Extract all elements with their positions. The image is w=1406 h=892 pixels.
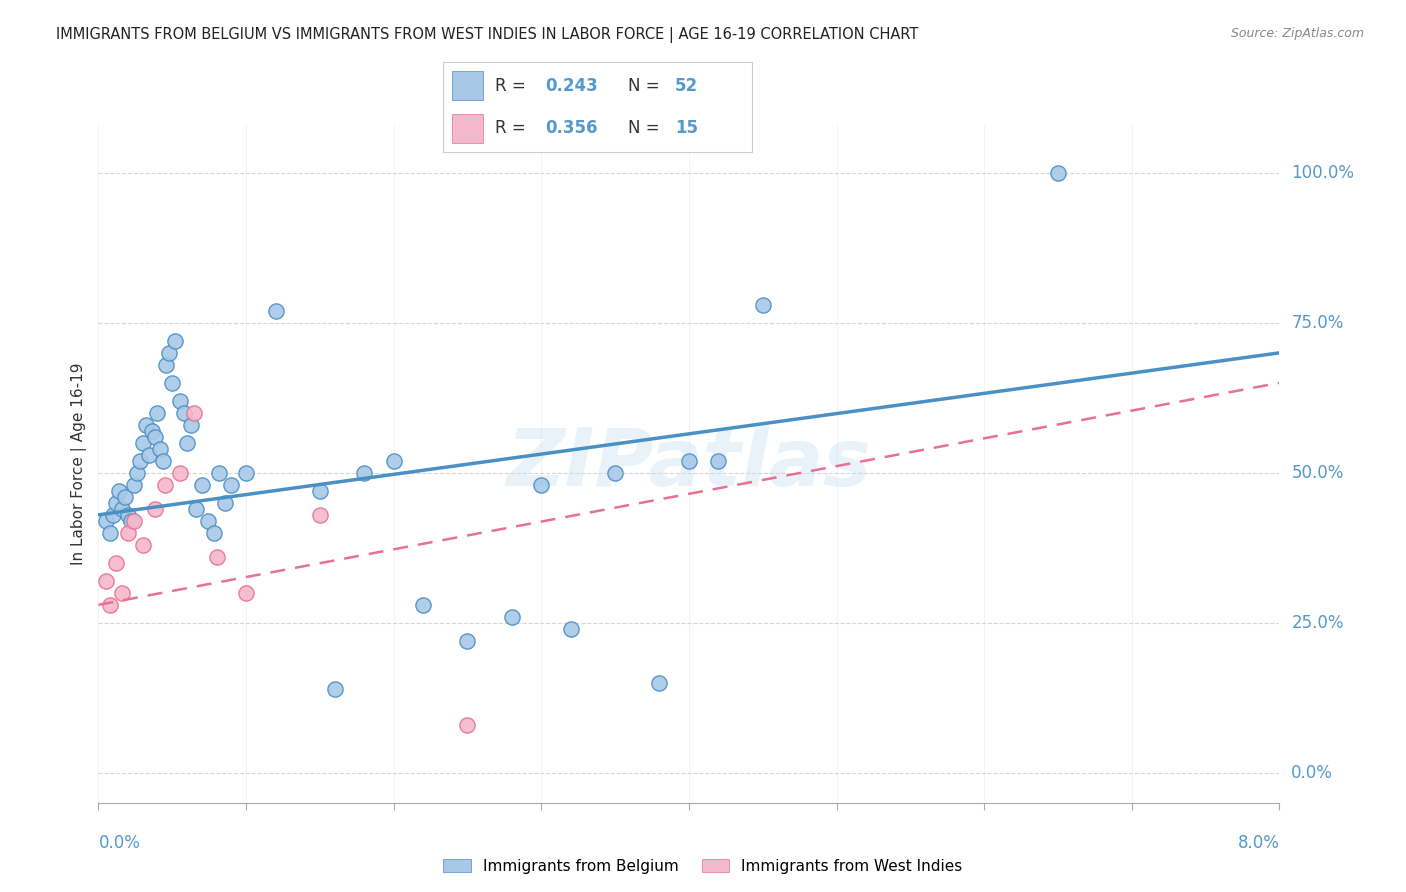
Point — [105, 556, 128, 570]
Point — [205, 549, 228, 564]
Point — [138, 448, 160, 462]
Point — [153, 478, 176, 492]
Point — [105, 496, 128, 510]
Point — [157, 346, 180, 360]
Point — [308, 508, 332, 522]
Point — [132, 435, 155, 450]
Point — [530, 478, 553, 492]
Point — [456, 633, 478, 648]
Point — [117, 508, 139, 522]
Point — [146, 406, 169, 420]
Point — [122, 514, 145, 528]
Point — [560, 622, 582, 636]
Point — [120, 514, 142, 528]
Point — [501, 610, 523, 624]
Point — [114, 490, 136, 504]
Point — [143, 430, 166, 444]
Legend: Immigrants from Belgium, Immigrants from West Indies: Immigrants from Belgium, Immigrants from… — [437, 853, 969, 880]
Bar — [453, 114, 484, 143]
Text: N =: N = — [628, 120, 665, 137]
Text: R =: R = — [495, 120, 531, 137]
Point — [141, 424, 163, 438]
Point — [169, 393, 191, 408]
Point — [155, 358, 177, 372]
Text: 8.0%: 8.0% — [1237, 834, 1279, 852]
Point — [94, 514, 117, 528]
Point — [149, 442, 172, 456]
Text: N =: N = — [628, 77, 665, 95]
Point — [135, 417, 157, 432]
Point — [605, 466, 627, 480]
Point — [103, 508, 125, 522]
Point — [197, 514, 219, 528]
Text: ZIPatlas: ZIPatlas — [506, 425, 872, 503]
Text: 15: 15 — [675, 120, 697, 137]
Point — [111, 586, 134, 600]
Point — [184, 501, 207, 516]
Text: 50.0%: 50.0% — [1291, 464, 1344, 482]
Text: 0.243: 0.243 — [546, 77, 598, 95]
Point — [707, 454, 730, 468]
Text: Source: ZipAtlas.com: Source: ZipAtlas.com — [1230, 27, 1364, 40]
Point — [751, 298, 773, 312]
Point — [128, 454, 150, 468]
Text: 75.0%: 75.0% — [1291, 314, 1344, 332]
Text: 100.0%: 100.0% — [1291, 164, 1354, 182]
Point — [176, 435, 198, 450]
Y-axis label: In Labor Force | Age 16-19: In Labor Force | Age 16-19 — [72, 362, 87, 566]
Point — [219, 478, 242, 492]
Point — [202, 525, 225, 540]
Text: 52: 52 — [675, 77, 697, 95]
Point — [353, 466, 375, 480]
Point — [143, 501, 166, 516]
Point — [648, 675, 671, 690]
Point — [183, 406, 205, 420]
Point — [122, 478, 145, 492]
Point — [308, 483, 332, 498]
Point — [108, 483, 131, 498]
Point — [173, 406, 195, 420]
Point — [117, 525, 139, 540]
Text: 0.356: 0.356 — [546, 120, 598, 137]
Point — [169, 466, 191, 480]
Point — [235, 466, 257, 480]
Point — [125, 466, 148, 480]
Point — [132, 538, 155, 552]
Point — [323, 681, 346, 696]
Point — [264, 303, 287, 318]
Text: IMMIGRANTS FROM BELGIUM VS IMMIGRANTS FROM WEST INDIES IN LABOR FORCE | AGE 16-1: IMMIGRANTS FROM BELGIUM VS IMMIGRANTS FR… — [56, 27, 918, 43]
Point — [382, 454, 405, 468]
Text: R =: R = — [495, 77, 531, 95]
Point — [412, 598, 434, 612]
Point — [214, 496, 236, 510]
Point — [94, 574, 117, 588]
Point — [678, 454, 700, 468]
Point — [456, 718, 478, 732]
Point — [111, 501, 134, 516]
Point — [98, 525, 121, 540]
Point — [235, 586, 257, 600]
Text: 25.0%: 25.0% — [1291, 614, 1344, 632]
Point — [208, 466, 231, 480]
Text: 0.0%: 0.0% — [1291, 764, 1333, 781]
Point — [162, 376, 183, 390]
Point — [180, 417, 202, 432]
Point — [1046, 166, 1069, 180]
Point — [98, 598, 121, 612]
Point — [152, 454, 174, 468]
Text: 0.0%: 0.0% — [98, 834, 141, 852]
Bar — [453, 71, 484, 100]
Point — [190, 478, 214, 492]
Point — [165, 334, 187, 348]
